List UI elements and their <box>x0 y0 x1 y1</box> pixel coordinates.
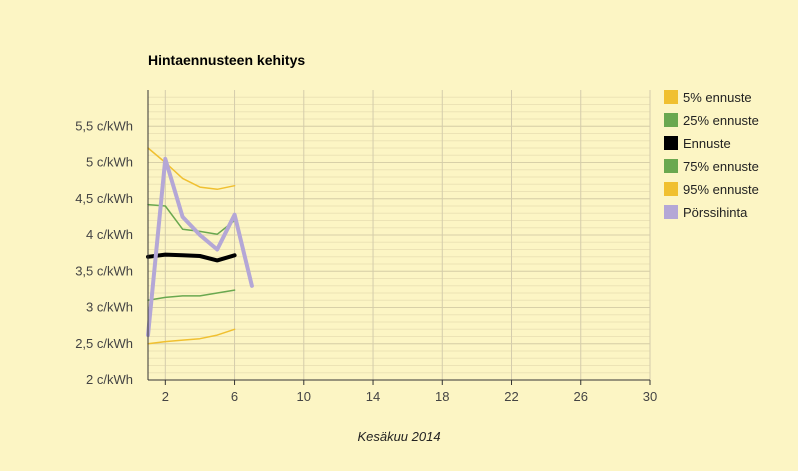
legend-label: Pörssihinta <box>683 205 748 220</box>
x-tick-label: 26 <box>574 389 588 404</box>
plot-area <box>146 147 254 345</box>
legend-label: 25% ennuste <box>683 113 759 128</box>
y-tick-label: 3 c/kWh <box>86 300 133 315</box>
legend-swatch <box>664 90 678 104</box>
x-tick-label: 18 <box>435 389 449 404</box>
series-line <box>147 147 236 191</box>
y-tick-label: 5 c/kWh <box>86 155 133 170</box>
y-axis-ticks: 2 c/kWh 2,5 c/kWh 3 c/kWh 3,5 c/kWh 4 c/kWh 4… <box>75 118 133 387</box>
x-tick-label: 22 <box>504 389 518 404</box>
y-tick-label: 4,5 c/kWh <box>75 191 133 206</box>
series-line <box>147 289 236 302</box>
series-line <box>147 328 236 345</box>
y-tick-label: 2,5 c/kWh <box>75 336 133 351</box>
series-line <box>146 156 254 338</box>
y-tick-label: 5,5 c/kWh <box>75 118 133 133</box>
x-tick-label: 14 <box>366 389 380 404</box>
legend-label: Ennuste <box>683 136 731 151</box>
x-tick-label: 30 <box>643 389 657 404</box>
x-axis-label: Kesäkuu 2014 <box>357 429 440 444</box>
x-tick-label: 2 <box>162 389 169 404</box>
y-tick-label: 3,5 c/kWh <box>75 263 133 278</box>
legend-swatch <box>664 205 678 219</box>
legend-swatch <box>664 113 678 127</box>
y-tick-label: 2 c/kWh <box>86 372 133 387</box>
y-tick-label: 4 c/kWh <box>86 227 133 242</box>
grid <box>148 90 651 381</box>
chart-title: Hintaennusteen kehitys <box>148 52 305 68</box>
series-line <box>146 252 237 263</box>
legend-swatch <box>664 182 678 196</box>
axes <box>147 90 650 381</box>
x-tick-label: 10 <box>297 389 311 404</box>
x-tick-label: 6 <box>231 389 238 404</box>
legend: 5% ennuste 25% ennuste Ennuste 75% ennuste 9… <box>664 90 759 220</box>
x-axis-ticks: 2 6 10 14 18 22 26 30 <box>162 380 657 404</box>
legend-label: 95% ennuste <box>683 182 759 197</box>
legend-swatch <box>664 159 678 173</box>
legend-label: 75% ennuste <box>683 159 759 174</box>
legend-swatch <box>664 136 678 150</box>
legend-label: 5% ennuste <box>683 90 752 105</box>
